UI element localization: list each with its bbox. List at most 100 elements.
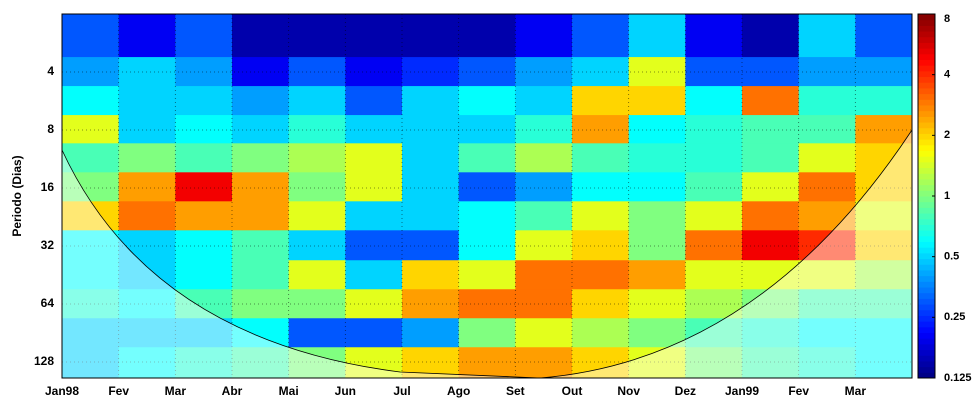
colorbar-step <box>918 326 935 333</box>
colorbar-step <box>918 178 935 186</box>
heat-cell <box>515 347 573 379</box>
heat-cell <box>175 318 233 348</box>
heat-cell <box>572 230 630 261</box>
heat-cell <box>458 201 516 231</box>
x-tick-label: Mar <box>845 384 867 398</box>
heat-cell <box>232 115 290 144</box>
heat-cell <box>572 347 630 379</box>
x-tick-label: Mar <box>165 384 187 398</box>
colorbar-step <box>918 87 935 95</box>
heat-cell <box>855 172 913 202</box>
colorbar-step <box>918 42 935 49</box>
heat-cell <box>118 318 176 348</box>
x-tick-label: Nov <box>617 384 640 398</box>
heat-cell <box>402 115 460 144</box>
heat-cell <box>175 86 233 116</box>
colorbar-step <box>918 360 935 368</box>
heat-cell <box>232 57 290 87</box>
y-tick-label: 4 <box>47 64 54 78</box>
heat-cell <box>345 318 403 348</box>
colorbar-step <box>918 156 935 163</box>
heat-cell <box>118 201 176 231</box>
colorbar-step <box>918 338 935 345</box>
heat-cell <box>288 201 346 231</box>
colorbar-step <box>918 19 935 26</box>
colorbar-step <box>918 184 935 191</box>
colorbar-step <box>918 230 935 237</box>
y-tick-label: 128 <box>34 354 54 368</box>
heat-cell <box>232 318 290 348</box>
colorbar-step <box>918 59 935 66</box>
colorbar-step <box>918 355 935 362</box>
heat-cell <box>798 172 856 202</box>
heat-cell <box>628 86 686 116</box>
heat-cell <box>232 143 290 173</box>
heat-cell <box>175 260 233 290</box>
heat-cell <box>458 143 516 173</box>
heat-cell <box>288 143 346 173</box>
colorbar-step <box>918 14 935 21</box>
heat-cell <box>628 143 686 173</box>
heat-cell <box>62 143 120 173</box>
heat-cell <box>175 57 233 87</box>
heat-cell <box>402 172 460 202</box>
heat-cell <box>345 260 403 290</box>
heat-cell <box>288 289 346 319</box>
y-tick-label: 8 <box>47 122 54 136</box>
heat-cell <box>515 230 573 261</box>
heat-cell <box>402 230 460 261</box>
colorbar-step <box>918 173 935 180</box>
colorbar-step <box>918 139 935 146</box>
colorbar-step <box>918 93 935 100</box>
heat-cell <box>515 143 573 173</box>
heat-cell <box>572 14 630 58</box>
heat-cell <box>345 289 403 319</box>
heat-cell <box>685 115 743 144</box>
heat-cell <box>685 143 743 173</box>
heat-cell <box>62 347 120 379</box>
colorbar-tick-label: 2 <box>944 129 950 141</box>
colorbar-tick-label: 8 <box>944 13 950 25</box>
heat-cell <box>742 318 800 348</box>
heat-cell <box>798 115 856 144</box>
heat-cell <box>118 260 176 290</box>
colorbar-step <box>918 36 935 43</box>
heat-cell <box>855 14 913 58</box>
colorbar-tick-label: 0.125 <box>944 372 972 384</box>
colorbar-step <box>918 218 935 225</box>
colorbar-step <box>918 287 935 294</box>
heat-cell <box>628 201 686 231</box>
heat-cell <box>742 143 800 173</box>
heat-cell <box>175 172 233 202</box>
heat-cell <box>62 14 120 58</box>
colorbar-step <box>918 122 935 129</box>
heat-cell <box>798 347 856 379</box>
colorbar-step <box>918 201 935 208</box>
plot-frame <box>61 13 913 379</box>
heat-cell <box>628 289 686 319</box>
heat-cell <box>572 143 630 173</box>
heat-cell <box>798 230 856 261</box>
heat-cell <box>232 172 290 202</box>
heat-cell <box>288 115 346 144</box>
heat-cell <box>458 289 516 319</box>
heat-cell <box>685 201 743 231</box>
colorbar-step <box>918 264 935 271</box>
heat-cell <box>855 230 913 261</box>
heat-cell <box>402 318 460 348</box>
colorbar-step <box>918 76 935 83</box>
heat-cell <box>685 172 743 202</box>
heat-cell <box>685 86 743 116</box>
colorbar-tick-label: 4 <box>944 69 951 81</box>
heat-cell <box>515 57 573 87</box>
heat-cell <box>175 14 233 58</box>
heat-cell <box>572 260 630 290</box>
heat-cell <box>288 260 346 290</box>
x-tick-label: Fev <box>788 384 809 398</box>
heat-cell <box>572 289 630 319</box>
heat-cell <box>62 172 120 202</box>
colorbar-step <box>918 275 935 282</box>
heat-cell <box>345 57 403 87</box>
heat-cell <box>345 201 403 231</box>
x-tick-label: Set <box>506 384 525 398</box>
